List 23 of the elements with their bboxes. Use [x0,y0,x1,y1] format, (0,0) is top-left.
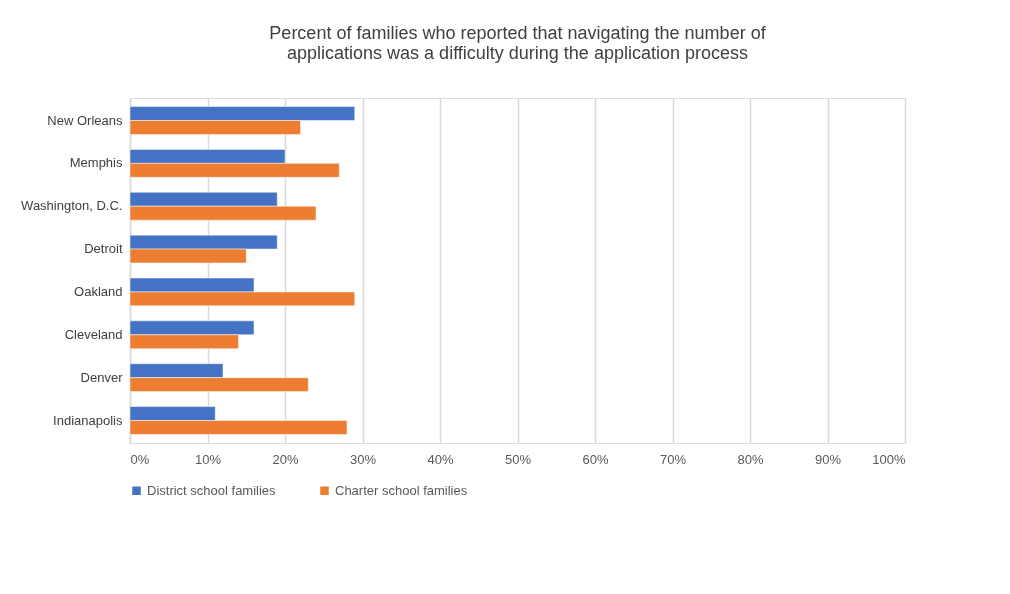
y-tick-label: New Orleans [47,112,123,128]
x-tick-label: 50% [504,451,532,467]
x-tick-label: 20% [272,451,299,467]
x-tick-label: 0% [130,451,150,467]
text: Percent of families who reported that navigating the number of [269,23,766,43]
x-tick-label: 60% [582,451,609,467]
x-tick-label: 70% [659,451,687,467]
x-tick-label: 40% [427,451,454,467]
x-tick-label: 100% [872,451,906,467]
y-tick-label: Cleveland [64,326,123,342]
x-tick-label: 90% [814,451,842,467]
y-tick-label: Detroit [84,241,123,257]
text: applications was a difficulty during the application process [287,43,748,63]
x-tick-label: 10% [194,451,222,467]
y-tick-label: Oakland [74,283,123,299]
y-tick-label: Denver [80,369,124,385]
x-tick-label: 80% [737,451,764,467]
legend-label: District school families [147,482,277,498]
y-tick-label: Memphis [69,155,123,171]
x-tick-label: 30% [349,451,377,467]
legend-label: Charter school families [335,482,468,498]
y-tick-label: Washington, D.C. [21,198,123,214]
y-tick-label: Indianapolis [53,412,123,428]
